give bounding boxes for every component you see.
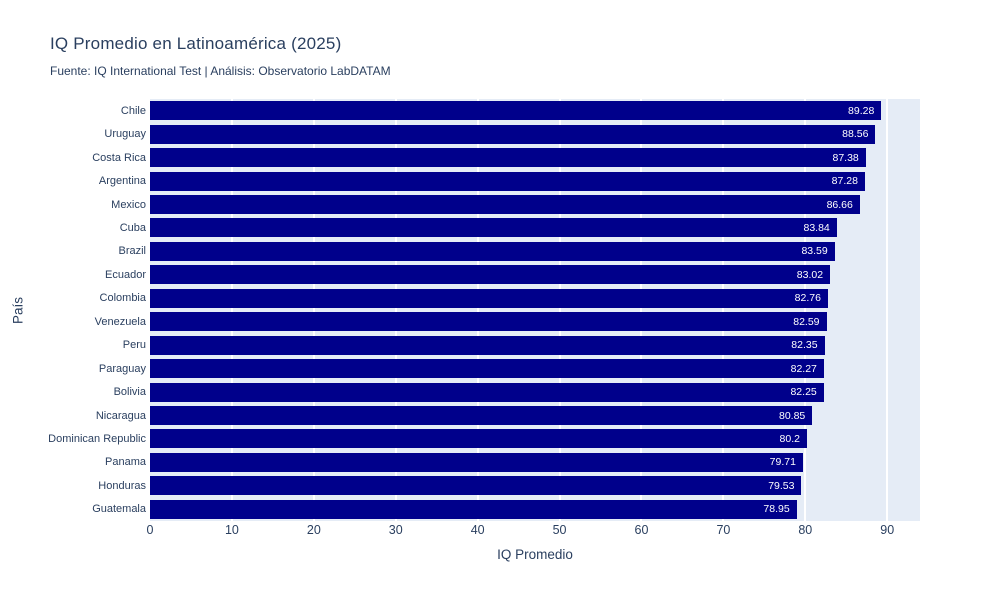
- x-axis-title: IQ Promedio: [497, 547, 573, 562]
- gridline: [394, 99, 397, 521]
- bar-value-label: 82.27: [790, 362, 817, 375]
- gridline: [722, 99, 725, 521]
- bar-value-label: 86.66: [826, 198, 853, 211]
- bar-value-label: 82.25: [790, 386, 817, 399]
- y-tick-label: Panama: [105, 456, 146, 469]
- x-tick-label: 60: [634, 523, 649, 537]
- bar-honduras[interactable]: 79.53: [150, 476, 802, 496]
- x-tick-label: 50: [552, 523, 567, 537]
- bar-value-label: 87.28: [831, 175, 858, 188]
- bar-value-label: 82.76: [794, 292, 821, 305]
- chart-title: IQ Promedio en Latinoamérica (2025): [50, 34, 342, 53]
- y-tick-label: Paraguay: [98, 362, 146, 375]
- bar-peru[interactable]: 82.35: [150, 335, 825, 355]
- y-tick-label: Honduras: [98, 479, 146, 492]
- y-tick-label: Guatemala: [92, 503, 146, 516]
- y-tick-label: Cuba: [119, 221, 146, 234]
- y-tick-label: Bolivia: [113, 386, 146, 399]
- bar-value-label: 88.56: [842, 128, 869, 141]
- bar-bolivia[interactable]: 82.25: [150, 382, 824, 402]
- bar-value-label: 89.28: [848, 104, 875, 117]
- bar-value-label: 80.85: [779, 409, 806, 422]
- bar-value-label: 78.95: [763, 503, 790, 516]
- y-tick-label: Dominican Republic: [48, 432, 146, 445]
- x-tick-label: 80: [798, 523, 813, 537]
- y-tick-label: Costa Rica: [92, 151, 146, 164]
- bar-paraguay[interactable]: 82.27: [150, 359, 824, 379]
- y-tick-label: Nicaragua: [95, 409, 146, 422]
- y-tick-label: Mexico: [111, 198, 146, 211]
- bar-value-label: 87.38: [832, 151, 859, 164]
- gridline: [312, 99, 315, 521]
- y-tick-label: Brazil: [118, 245, 146, 258]
- bar-brazil[interactable]: 83.59: [150, 241, 835, 261]
- gridline: [886, 99, 889, 521]
- x-tick-label: 0: [146, 523, 154, 537]
- bar-panama[interactable]: 79.71: [150, 452, 803, 472]
- bar-mexico[interactable]: 86.66: [150, 195, 860, 214]
- bar-colombia[interactable]: 82.76: [150, 288, 828, 308]
- bar-value-label: 82.35: [791, 339, 818, 352]
- bar-value-label: 82.59: [793, 315, 820, 328]
- bar-venezuela[interactable]: 82.59: [150, 312, 827, 332]
- gridline: [230, 99, 233, 521]
- gridline: [558, 99, 561, 521]
- x-tick-label: 90: [880, 523, 895, 537]
- bar-nicaragua[interactable]: 80.85: [150, 406, 813, 425]
- y-axis-title: País: [10, 297, 26, 325]
- y-tick-label: Ecuador: [105, 268, 146, 281]
- bar-guatemala[interactable]: 78.95: [150, 499, 797, 519]
- y-tick-label: Venezuela: [94, 315, 146, 328]
- chart-subtitle: Fuente: IQ International Test | Análisis…: [50, 64, 391, 78]
- bar-uruguay[interactable]: 88.56: [150, 124, 876, 144]
- bar-value-label: 80.2: [779, 432, 800, 445]
- plot-area: 89.28 88.56 87.38 87.28 86.66 83.84 83.59 83.02…: [150, 99, 920, 521]
- bar-value-label: 79.53: [768, 479, 795, 492]
- x-tick-label: 30: [388, 523, 403, 537]
- gridline: [804, 99, 807, 521]
- y-tick-label: Chile: [120, 104, 146, 117]
- gridline: [640, 99, 643, 521]
- bar-chile[interactable]: 89.28: [150, 101, 882, 121]
- bar-costa-rica[interactable]: 87.38: [150, 148, 866, 168]
- bar-value-label: 83.02: [796, 268, 824, 281]
- y-tick-label: Colombia: [99, 292, 146, 305]
- gridline: [476, 99, 479, 521]
- y-tick-label: Uruguay: [104, 128, 146, 141]
- x-tick-label: 20: [306, 523, 321, 537]
- x-tick-label: 40: [470, 523, 485, 537]
- x-tick-label: 10: [224, 523, 239, 537]
- bar-ecuador[interactable]: 83.02: [150, 265, 831, 285]
- y-tick-label: Argentina: [98, 175, 146, 188]
- y-tick-label: Peru: [122, 339, 146, 352]
- bar-value-label: 79.71: [769, 456, 796, 469]
- bar-argentina[interactable]: 87.28: [150, 171, 865, 191]
- bar-dominican-republic[interactable]: 80.2: [150, 429, 807, 449]
- bar-cuba[interactable]: 83.84: [150, 218, 837, 238]
- bar-value-label: 83.84: [803, 221, 830, 234]
- bar-value-label: 83.59: [801, 245, 828, 258]
- x-tick-label: 70: [716, 523, 731, 537]
